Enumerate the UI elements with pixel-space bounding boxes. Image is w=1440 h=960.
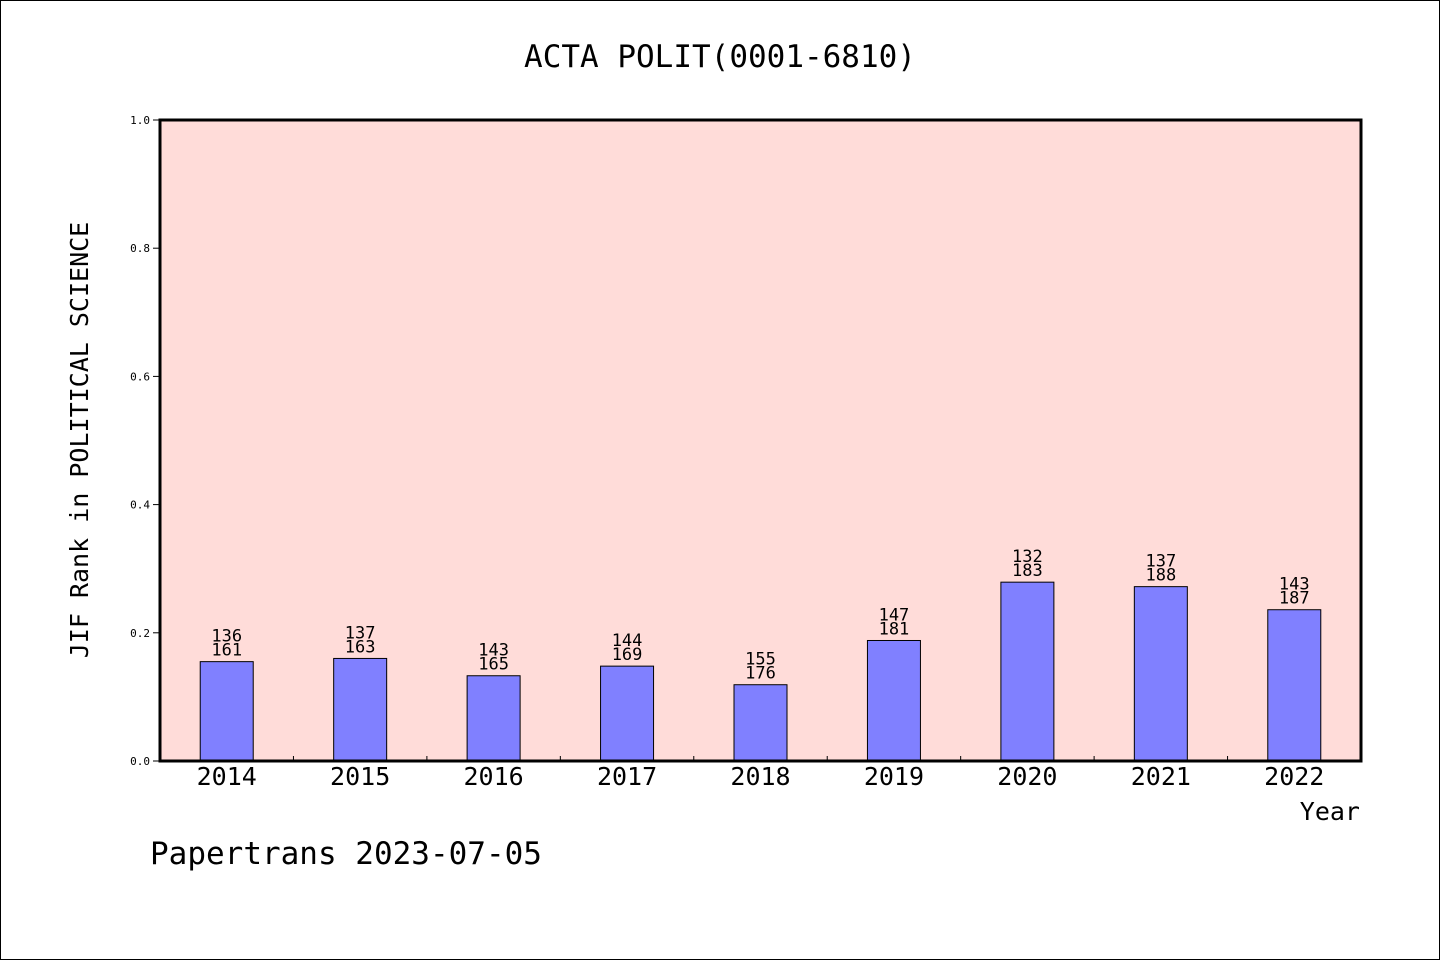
bar-2015 [333,657,388,762]
bar-2022 [1267,609,1322,762]
bar-2014 [199,661,254,762]
bar-label-total: 165 [478,655,509,675]
x-tick-label: 2019 [864,762,924,791]
y-tick-label: 0.0 [130,755,150,768]
bar-2020 [1000,581,1055,762]
bar-label-total: 188 [1145,566,1176,586]
x-tick-label: 2014 [197,762,257,791]
bar-label-total: 161 [211,641,242,661]
bar-label-total: 176 [745,664,776,684]
x-tick-label: 2018 [730,762,790,791]
x-tick-label: 2016 [464,762,524,791]
bar-label-total: 169 [612,645,643,665]
x-tick-label: 2015 [330,762,390,791]
y-tick-label: 0.4 [130,499,150,512]
x-axis-label: Year [1300,797,1360,826]
x-tick-label: 2020 [997,762,1057,791]
bar-label-rank: 143 [1279,575,1310,595]
bars [199,581,1322,762]
bar-label-rank: 137 [345,623,376,643]
y-axis-label: JIF Rank in POLITICAL SCIENCE [65,222,94,659]
bar-label-rank: 137 [1145,552,1176,572]
bar-2016 [466,675,521,762]
x-tick-labels: 2014 2015 2016 2017 2018 2019 2020 2021 2022 [197,762,1325,791]
bar-2021 [1133,586,1188,762]
y-tick-label: 0.8 [130,242,150,255]
chart-title: ACTA POLIT(0001-6810) [524,39,916,75]
bar-label-total: 183 [1012,561,1043,581]
bar-label-total: 187 [1279,589,1310,609]
bar-label-rank: 144 [612,631,643,651]
plot-border [158,118,1363,763]
x-tick-label: 2022 [1264,762,1324,791]
bar-label-total: 181 [879,619,910,639]
y-tick-label: 0.2 [130,627,150,640]
y-tick-label: 0.6 [130,370,150,383]
y-tick-label: 1.0 [130,114,150,127]
bar-label-total: 163 [345,637,376,657]
bar-label-rank: 143 [478,641,509,661]
bar-2018 [733,684,788,762]
bar-label-rank: 136 [211,627,242,647]
y-tick-labels: 0.0 0.2 0.4 0.6 0.8 1.0 [130,114,150,768]
footer-note: Papertrans 2023-07-05 [150,836,542,872]
bar-label-rank: 155 [745,650,776,670]
bar-label-rank: 147 [879,605,910,625]
bar-2019 [866,639,921,762]
x-tick-label: 2017 [597,762,657,791]
x-tick-label: 2021 [1131,762,1191,791]
bar-label-rank: 132 [1012,547,1043,567]
bar-2017 [600,665,655,762]
